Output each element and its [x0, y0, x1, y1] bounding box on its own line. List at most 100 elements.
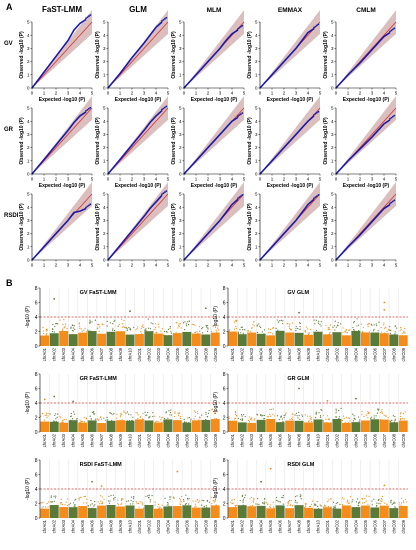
snp-point: [371, 500, 373, 502]
chromosome-label: chrA01: [230, 433, 235, 447]
snp-point: [141, 325, 143, 328]
snp-point: [155, 420, 157, 422]
qq-point: [165, 105, 168, 108]
snp-point: [83, 496, 85, 498]
snp-point: [309, 415, 311, 417]
snp-point: [179, 417, 182, 420]
chromosome-label: chrC02: [334, 519, 339, 533]
snp-point: [137, 326, 139, 328]
snp-point: [146, 414, 148, 416]
snp-point: [142, 504, 144, 506]
x-tick-label: 0: [31, 263, 34, 268]
chromosome-band: [172, 420, 182, 432]
snp-point: [110, 413, 113, 415]
snp-point: [149, 416, 151, 418]
snp-point: [385, 415, 387, 418]
chromosome-band: [78, 332, 88, 346]
snp-point: [170, 330, 172, 332]
x-tick-label: 1: [43, 91, 46, 96]
chromosome-label: chrC08: [391, 433, 396, 447]
snp-point: [142, 418, 144, 420]
snp-point: [253, 419, 255, 421]
snp-point: [352, 326, 354, 329]
snp-point: [368, 495, 370, 497]
snp-point: [263, 417, 266, 420]
chromosome-label: chrC04: [165, 433, 170, 447]
x-tick-label: 5: [91, 263, 94, 268]
confidence-band: [260, 96, 320, 174]
chromosome-label: chrA07: [99, 519, 104, 533]
top-hit-point: [53, 395, 56, 398]
qq-point: [85, 206, 87, 209]
snp-point: [206, 500, 208, 502]
snp-point: [54, 413, 57, 415]
y-tick-label: 5: [27, 192, 30, 197]
snp-point: [289, 499, 291, 501]
qq-point: [393, 199, 396, 202]
chromosome-label: chrA02: [240, 347, 245, 361]
snp-point: [117, 499, 119, 501]
y-tick-label: 8: [35, 286, 38, 292]
snp-point: [157, 323, 160, 325]
snp-point: [41, 412, 44, 415]
snp-point: [376, 502, 378, 504]
chromosome-label: chrA09: [306, 519, 311, 533]
snp-point: [178, 325, 180, 328]
x-tick-label: 1: [119, 91, 122, 96]
snp-point: [216, 331, 218, 333]
snp-point: [44, 506, 47, 508]
snp-point: [360, 323, 362, 325]
y-axis-label: Observed -log10 (P): [323, 117, 329, 165]
snp-point: [152, 323, 154, 325]
snp-point: [51, 328, 54, 330]
snp-point: [375, 505, 378, 507]
qq-point: [87, 107, 90, 110]
snp-point: [256, 332, 259, 334]
chromosome-band: [389, 508, 399, 518]
chromosome-band: [210, 419, 220, 432]
snp-point: [272, 327, 274, 329]
y-tick-label: 4: [27, 119, 30, 124]
snp-point: [315, 504, 317, 506]
chromosome-band: [135, 419, 144, 432]
snp-point: [242, 501, 244, 503]
model-label: EMMAX: [278, 7, 303, 14]
snp-point: [179, 502, 181, 504]
snp-point: [260, 414, 262, 416]
x-tick-label: 3: [67, 263, 70, 268]
snp-point: [358, 324, 360, 326]
x-axis-label: Expected -log10 (P): [39, 97, 86, 103]
x-tick-label: 2: [359, 91, 362, 96]
chromosome-band: [68, 420, 78, 432]
snp-point: [147, 495, 149, 497]
chromosome-label: chrC02: [146, 347, 151, 361]
chromosome-band: [116, 506, 125, 518]
chromosome-band: [285, 420, 295, 432]
snp-point: [91, 503, 93, 505]
snp-point: [98, 418, 100, 420]
snp-point: [391, 503, 393, 505]
x-tick-label: 2: [207, 91, 210, 96]
snp-point: [383, 414, 385, 416]
chromosome-label: chrA01: [42, 347, 47, 361]
snp-point: [113, 412, 115, 415]
y-tick-label: 6: [35, 300, 38, 306]
qq-point: [241, 112, 244, 114]
chromosome-label: chrC02: [334, 433, 339, 447]
snp-point: [228, 418, 230, 420]
y-tick-label: 0: [35, 430, 38, 436]
y-axis-label: Observed -log10 (P): [19, 31, 25, 79]
snp-point: [259, 325, 261, 327]
snp-point: [218, 329, 220, 331]
snp-point: [140, 331, 142, 333]
snp-point: [295, 326, 297, 328]
x-tick-label: 3: [295, 177, 298, 182]
chromosome-band: [294, 332, 304, 346]
chromosome-label: chrA08: [109, 347, 114, 361]
observed-curve: [31, 18, 87, 89]
snp-point: [216, 409, 218, 412]
top-hit-point: [383, 484, 386, 487]
snp-point: [141, 333, 143, 335]
snp-point: [74, 328, 76, 330]
